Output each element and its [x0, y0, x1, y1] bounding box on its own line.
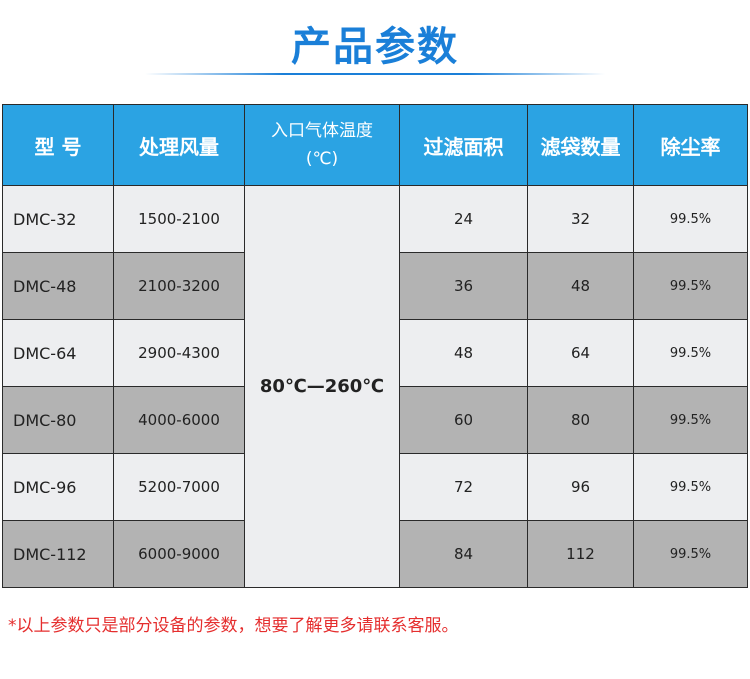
cell-temperature: 80℃—260℃ — [244, 185, 400, 588]
table-row: DMC-32 1500-2100 80℃—260℃ 24 32 99.5% — [2, 185, 748, 588]
table-row: DMC-112 6000-9000 84 112 99.5% — [2, 520, 748, 588]
cell-area: 84 — [399, 520, 528, 588]
cell-bags: 64 — [527, 319, 634, 387]
header-inlet-temp-label: 入口气体温度 — [271, 121, 373, 141]
table-row: DMC-48 2100-3200 36 48 99.5% — [2, 252, 748, 320]
cell-airflow: 4000-6000 — [113, 386, 245, 454]
table-row: DMC-96 5200-7000 72 96 99.5% — [2, 453, 748, 521]
cell-model: DMC-80 — [2, 386, 114, 454]
product-parameters-table: 型 号 处理风量 入口气体温度 (℃) 过滤面积 滤袋数量 除尘率 DMC-32… — [2, 104, 748, 588]
header-filter-area: 过滤面积 — [399, 104, 528, 186]
cell-bags: 48 — [527, 252, 634, 320]
cell-bags: 32 — [527, 185, 634, 253]
cell-bags: 80 — [527, 386, 634, 454]
cell-airflow: 6000-9000 — [113, 520, 245, 588]
header-airflow: 处理风量 — [113, 104, 245, 186]
cell-rate: 99.5% — [633, 386, 748, 454]
header-model: 型 号 — [2, 104, 114, 186]
cell-area: 72 — [399, 453, 528, 521]
page-title: 产品参数 — [291, 24, 459, 70]
cell-rate: 99.5% — [633, 453, 748, 521]
cell-rate: 99.5% — [633, 185, 748, 253]
cell-area: 48 — [399, 319, 528, 387]
cell-area: 60 — [399, 386, 528, 454]
cell-rate: 99.5% — [633, 520, 748, 588]
cell-area: 36 — [399, 252, 528, 320]
header-efficiency: 除尘率 — [633, 104, 748, 186]
cell-airflow: 5200-7000 — [113, 453, 245, 521]
cell-model: DMC-112 — [2, 520, 114, 588]
title-underline — [145, 73, 605, 75]
cell-model: DMC-96 — [2, 453, 114, 521]
table-header-row: 型 号 处理风量 入口气体温度 (℃) 过滤面积 滤袋数量 除尘率 — [2, 104, 748, 186]
table-row: DMC-80 4000-6000 60 80 99.5% — [2, 386, 748, 454]
header-inlet-temp: 入口气体温度 (℃) — [244, 104, 400, 186]
cell-airflow: 2900-4300 — [113, 319, 245, 387]
cell-model: DMC-48 — [2, 252, 114, 320]
cell-rate: 99.5% — [633, 319, 748, 387]
cell-airflow: 2100-3200 — [113, 252, 245, 320]
header-bag-count: 滤袋数量 — [527, 104, 634, 186]
footnote: *以上参数只是部分设备的参数，想要了解更多请联系客服。 — [8, 616, 459, 636]
header-inlet-temp-unit: (℃) — [305, 149, 339, 169]
cell-bags: 96 — [527, 453, 634, 521]
table-row: DMC-64 2900-4300 48 64 99.5% — [2, 319, 748, 387]
cell-rate: 99.5% — [633, 252, 748, 320]
cell-bags: 112 — [527, 520, 634, 588]
cell-airflow: 1500-2100 — [113, 185, 245, 253]
cell-area: 24 — [399, 185, 528, 253]
cell-model: DMC-32 — [2, 185, 114, 253]
cell-model: DMC-64 — [2, 319, 114, 387]
